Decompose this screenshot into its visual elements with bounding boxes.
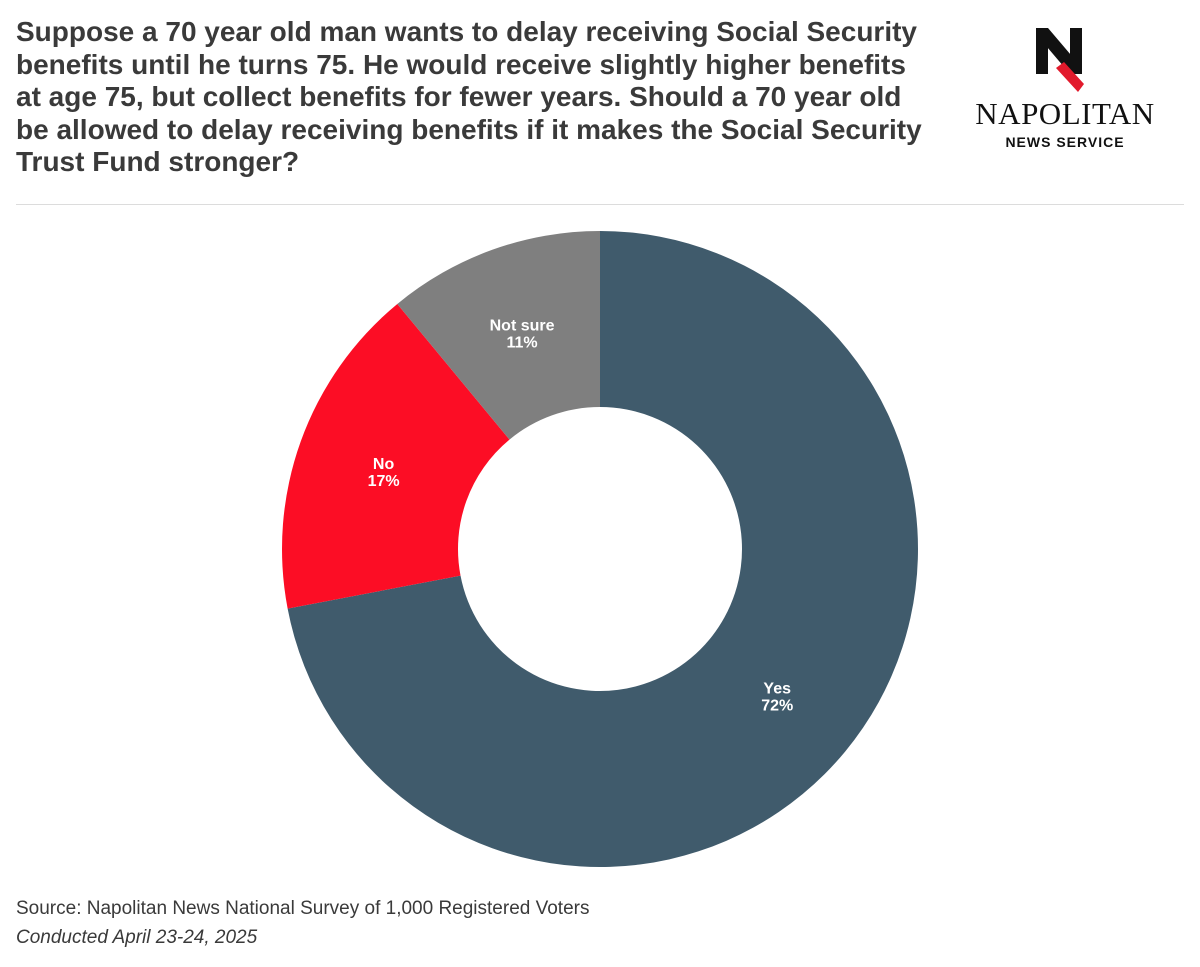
slice-no bbox=[282, 303, 510, 609]
chart-title: Suppose a 70 year old man wants to delay… bbox=[16, 16, 922, 177]
slice-yes bbox=[287, 231, 918, 867]
slice-value-label: 72% bbox=[761, 698, 793, 715]
slice-value-label: 11% bbox=[507, 335, 538, 352]
title-divider bbox=[16, 204, 1184, 205]
logo-name: NAPOLITAN bbox=[975, 96, 1155, 131]
napolitan-logo: NAPOLITAN NEWS SERVICE bbox=[960, 24, 1170, 154]
survey-date: Conducted April 23-24, 2025 bbox=[16, 927, 258, 948]
slice-label: No bbox=[373, 456, 395, 473]
slice-label: Not sure bbox=[490, 318, 555, 335]
source-note: Source: Napolitan News National Survey o… bbox=[16, 898, 590, 919]
slice-value-label: 17% bbox=[368, 473, 400, 490]
napolitan-n-icon bbox=[1036, 28, 1084, 92]
logo-subtitle: NEWS SERVICE bbox=[1005, 134, 1125, 150]
slice-not-sure bbox=[397, 231, 600, 440]
slice-label: Yes bbox=[763, 681, 791, 698]
